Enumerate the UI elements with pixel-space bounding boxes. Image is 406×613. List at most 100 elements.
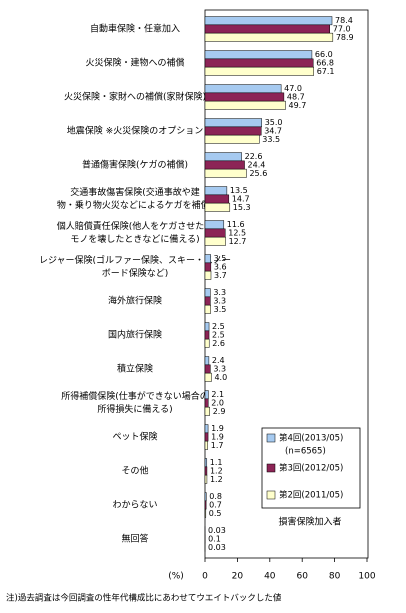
value-label: 78.4 xyxy=(335,16,353,25)
value-label: 1.9 xyxy=(211,424,224,433)
bar xyxy=(204,84,282,94)
bar xyxy=(204,100,286,110)
bar xyxy=(204,508,207,518)
bar xyxy=(204,500,207,510)
value-label: 78.9 xyxy=(336,33,354,42)
x-tick-label: 0 xyxy=(202,572,208,582)
bar xyxy=(204,338,210,348)
value-label: 2.9 xyxy=(213,407,226,416)
bar xyxy=(204,364,211,374)
value-label: 3.5 xyxy=(214,305,227,314)
legend-swatch xyxy=(266,463,276,473)
category-label: ボード保険など) xyxy=(102,267,169,279)
value-label: 47.0 xyxy=(284,84,302,93)
bar xyxy=(204,372,212,382)
legend-swatch xyxy=(266,433,276,443)
value-label: 2.0 xyxy=(211,399,224,408)
bar xyxy=(204,474,208,484)
x-tick-label: 80 xyxy=(329,572,341,582)
value-label: 1.1 xyxy=(210,458,223,467)
value-label: 2.5 xyxy=(212,331,225,340)
value-label: 49.7 xyxy=(289,101,307,110)
category-label: 普通傷害保険(ケガの補償) xyxy=(82,159,188,171)
value-label: 77.0 xyxy=(333,25,351,34)
bar xyxy=(204,296,211,306)
bar xyxy=(204,92,285,102)
value-label: 0.03 xyxy=(208,526,226,535)
bar xyxy=(204,322,210,332)
bar xyxy=(204,236,226,246)
bar xyxy=(204,50,313,60)
category-label: ペット保険 xyxy=(112,431,157,443)
category-label: 所得補償保険(仕事ができない場合の xyxy=(61,390,209,402)
category-label: 国内旅行保険 xyxy=(108,329,162,341)
value-label: 35.0 xyxy=(265,118,283,127)
category-label: 所得損失に備える) xyxy=(97,403,172,415)
value-label: 4.0 xyxy=(214,373,227,382)
bar xyxy=(204,398,209,408)
value-label: 1.2 xyxy=(210,467,223,476)
category-label: 物・乗り物火災などによるケガを補償) xyxy=(57,199,213,211)
value-label: 3.3 xyxy=(213,297,226,306)
category-label: 個人賠償責任保険(他人をケガさせたり xyxy=(57,220,214,232)
category-label: その他 xyxy=(121,465,148,477)
value-label: 12.5 xyxy=(228,229,246,238)
value-label: 12.7 xyxy=(229,237,247,246)
bar xyxy=(204,432,209,442)
bar xyxy=(204,168,247,178)
x-axis-label: (%) xyxy=(168,572,184,582)
bar xyxy=(204,390,209,400)
value-label: 3.3 xyxy=(213,288,226,297)
bar xyxy=(204,458,208,468)
value-label: 0.7 xyxy=(209,501,222,510)
bar xyxy=(204,220,225,230)
value-label: 67.1 xyxy=(317,67,335,76)
value-label: 1.7 xyxy=(211,441,224,450)
bar xyxy=(204,16,333,26)
value-label: 13.5 xyxy=(230,186,248,195)
bar xyxy=(204,492,207,502)
value-label: 34.7 xyxy=(264,127,282,136)
value-label: 24.4 xyxy=(248,161,266,170)
bar xyxy=(204,24,330,34)
value-label: 0.1 xyxy=(208,535,221,544)
value-label: 48.7 xyxy=(287,93,305,102)
category-label: モノを壊したときなどに備える) xyxy=(70,233,199,245)
value-label: 2.6 xyxy=(212,339,225,348)
plot-frame xyxy=(204,9,369,559)
category-label: 自動車保険・任意加入 xyxy=(90,23,180,35)
bar xyxy=(204,466,208,476)
value-label: 66.8 xyxy=(316,59,334,68)
category-label: 海外旅行保険 xyxy=(108,295,162,307)
value-label: 2.4 xyxy=(212,356,225,365)
value-label: 14.7 xyxy=(232,195,250,204)
value-label: 0.8 xyxy=(209,492,222,501)
x-tick-label: 60 xyxy=(296,572,308,582)
category-label: 積立保険 xyxy=(117,363,153,375)
bar xyxy=(204,186,228,196)
bar xyxy=(204,228,226,238)
value-label: 1.9 xyxy=(211,433,224,442)
value-label: 3.5 xyxy=(214,254,227,263)
value-label: 0.03 xyxy=(208,543,226,552)
value-label: 0.5 xyxy=(209,509,222,518)
category-label: 交通事故傷害保険(交通事故や建 xyxy=(70,186,200,198)
legend-label: 第2回(2011/05) xyxy=(279,490,343,501)
category-label: 火災保険・家財への補償(家財保険) xyxy=(64,91,206,103)
bar xyxy=(204,262,212,272)
x-tick-label: 40 xyxy=(264,572,276,582)
bar xyxy=(204,288,211,298)
bar xyxy=(204,32,334,42)
legend-box xyxy=(261,427,361,509)
legend-label: 第3回(2012/05) xyxy=(279,463,343,474)
value-label: 25.6 xyxy=(249,169,267,178)
bar xyxy=(204,356,210,366)
category-label: 火災保険・建物への補償 xyxy=(85,57,184,69)
footnote: 注)過去調査は今回調査の性年代構成比にあわせてウエイトバックした値 xyxy=(6,593,282,604)
bar xyxy=(204,254,211,264)
bar xyxy=(204,304,211,314)
category-label: わからない xyxy=(112,500,157,511)
legend-caption: 損害保険加入者 xyxy=(278,516,341,528)
value-label: 22.6 xyxy=(245,152,263,161)
